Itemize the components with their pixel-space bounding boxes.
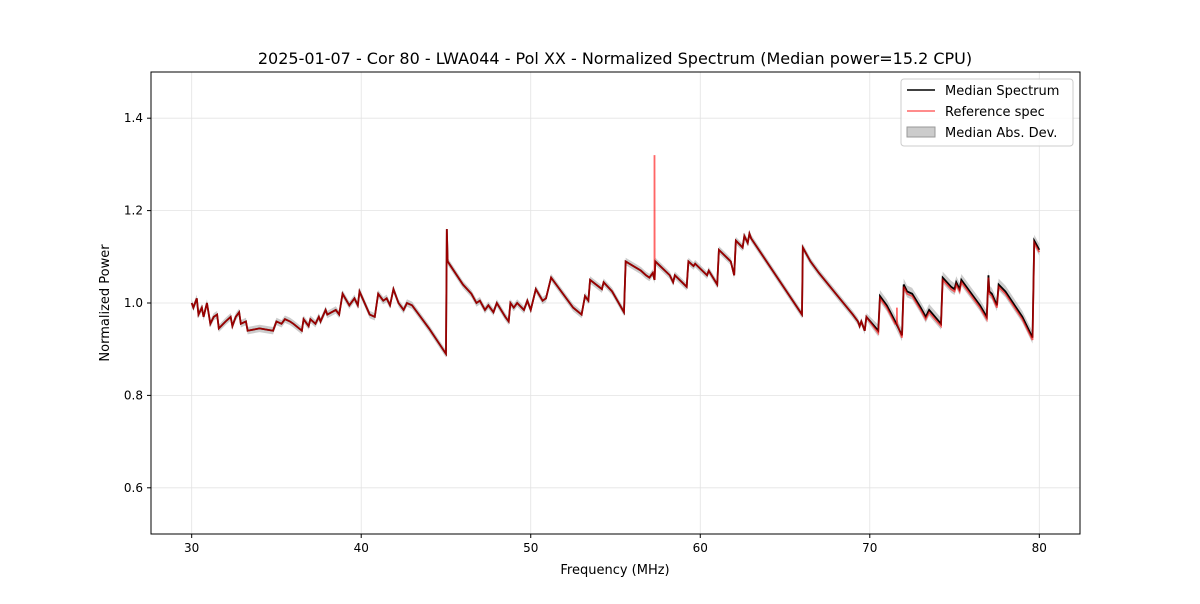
chart-title: 2025-01-07 - Cor 80 - LWA044 - Pol XX - … (258, 49, 972, 68)
legend-reference-label: Reference spec (945, 105, 1045, 120)
y-tick-label: 1.0 (124, 296, 143, 310)
x-tick-label: 60 (693, 541, 708, 555)
x-tick-label: 50 (523, 541, 538, 555)
y-tick-label: 1.4 (124, 111, 143, 125)
y-tick-label: 0.6 (124, 481, 143, 495)
legend-box (900, 78, 1074, 147)
y-tick-label: 1.2 (124, 204, 143, 218)
x-tick-label: 70 (862, 541, 877, 555)
mad-band (191, 225, 1040, 358)
x-tick-label: 40 (354, 541, 369, 555)
x-tick-label: 80 (1032, 541, 1047, 555)
legend-mad-label: Median Abs. Dev. (945, 126, 1057, 141)
series-layer (190, 155, 1041, 358)
grid (151, 72, 1080, 534)
reference-spectrum-line (190, 155, 1041, 357)
legend-mad-swatch (906, 126, 936, 138)
ticks: 30 40 50 60 70 80 0.6 0.8 1.0 1.2 1.4 (124, 111, 1047, 555)
x-axis-label: Frequency (MHz) (560, 563, 669, 578)
y-tick-label: 0.8 (124, 388, 143, 402)
x-tick-label: 30 (184, 541, 199, 555)
y-axis-label: Normalized Power (98, 244, 113, 362)
legend-median-label: Median Spectrum (945, 84, 1059, 99)
legend: Median Spectrum Reference spec Median Ab… (900, 78, 1074, 147)
